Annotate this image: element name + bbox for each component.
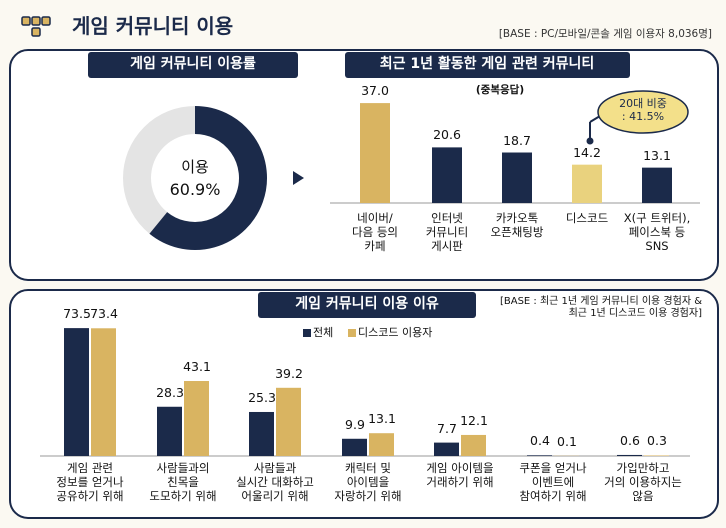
category-label: 사람들과의 친목을 도모하기 위해	[149, 461, 217, 503]
value-label: 28.3	[156, 384, 184, 400]
category-label: 게임 관련 정보를 얻거나 공유하기 위해	[56, 461, 124, 503]
category-label: 캐릭터 및 아이템을 자랑하기 위해	[334, 461, 402, 503]
arrow	[293, 171, 304, 185]
value-label: 12.1	[460, 412, 488, 428]
bar	[461, 434, 486, 456]
value-label: 73.5	[63, 306, 91, 322]
bar	[342, 438, 367, 456]
logo-icon	[21, 16, 51, 37]
value-label: 0.6	[620, 432, 640, 448]
bar	[527, 455, 552, 456]
bar	[184, 381, 209, 456]
legend-label: 전체	[313, 326, 334, 339]
value-label: 0.3	[647, 433, 667, 449]
value-label: 18.7	[503, 132, 531, 148]
annotation: 20대 비중 : 41.5%	[619, 97, 667, 124]
value-label: 20.6	[433, 127, 461, 143]
value-label: 0.4	[530, 433, 550, 449]
panel-title: 게임 커뮤니티 이용 이유	[295, 296, 439, 312]
bar	[360, 103, 390, 203]
category-label: 카카오톡 오픈채팅방	[490, 211, 544, 239]
value-label: 14.2	[573, 144, 601, 160]
donut-value: 60.9%	[169, 180, 221, 199]
bar	[617, 454, 642, 456]
donut-segment	[149, 106, 267, 250]
category-label: 디스코드	[565, 211, 609, 225]
tab	[258, 292, 476, 318]
value-label: 43.1	[183, 359, 211, 374]
tab	[88, 52, 298, 78]
category-label: X(구 트위터), 페이스북 등 SNS	[623, 211, 691, 253]
base-note: [BASE : 최근 1년 게임 커뮤니티 이용 경험자 & 최근 1년 디스코…	[499, 296, 702, 319]
bar	[432, 147, 462, 203]
tab	[345, 52, 630, 78]
value-label: 73.4	[90, 306, 118, 322]
value-label: 13.1	[368, 411, 396, 427]
bar	[91, 328, 116, 456]
bar	[64, 328, 89, 456]
donut-label: 이용	[181, 158, 209, 176]
bottom-panel	[9, 289, 719, 519]
value-label: 25.3	[248, 389, 276, 405]
category-label: 가입만하고 거의 이용하지는 않음	[604, 461, 682, 503]
callout-dot	[586, 137, 594, 145]
bar	[276, 387, 301, 456]
bar	[502, 152, 532, 203]
bar	[157, 406, 182, 456]
callout-line	[589, 115, 601, 123]
value-label: 9.9	[345, 416, 365, 432]
value-label: 39.2	[275, 365, 303, 381]
panel-title: 최근 1년 활동한 게임 관련 커뮤니티	[379, 56, 595, 72]
legend-swatch	[348, 329, 356, 337]
category-label: 게임 아이템을 거래하기 위해	[426, 461, 494, 489]
category-label: 쿠폰을 얻거나 이벤트에 참여하기 위해	[519, 461, 587, 503]
bar	[434, 442, 459, 456]
bar	[644, 455, 669, 456]
bar	[572, 164, 602, 203]
bar	[249, 411, 274, 456]
legend-label: 디스코드 이용자	[358, 326, 433, 339]
value-label: 37.0	[361, 83, 389, 99]
subtitle: (중복응답)	[475, 84, 525, 96]
bar	[369, 433, 394, 456]
panel-title: 게임 커뮤니티 이용률	[130, 56, 256, 72]
category-label: 인터넷 커뮤니티 게시판	[425, 211, 469, 253]
legend-swatch	[303, 329, 311, 337]
callout	[597, 90, 689, 134]
value-label: 7.7	[437, 420, 457, 436]
category-label: 사람들과 실시간 대화하고 어울리기 위해	[236, 461, 314, 503]
value-label: 0.1	[557, 433, 577, 449]
base-note: [BASE : PC/모바일/콘솔 게임 이용자 8,036명]	[498, 28, 712, 40]
value-label: 13.1	[643, 147, 671, 163]
page-title: 게임 커뮤니티 이용	[72, 14, 234, 38]
category-label: 네이버/ 다음 등의 카페	[352, 211, 398, 253]
bar	[642, 167, 672, 203]
